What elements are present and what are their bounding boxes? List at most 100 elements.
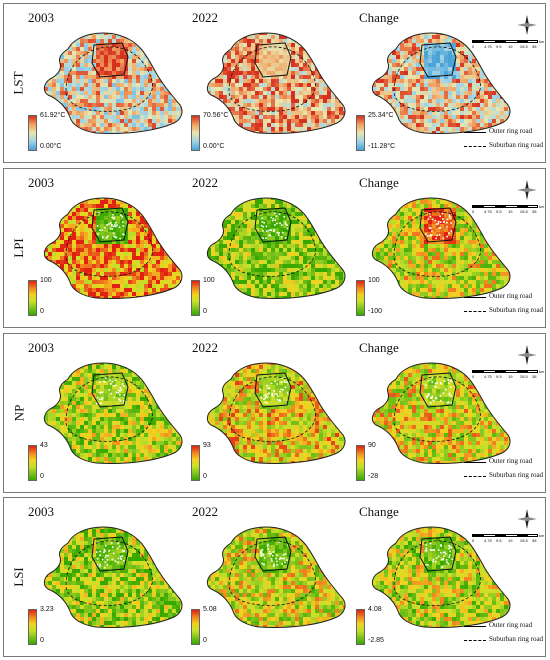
road-legend-label: Suburban ring road	[489, 471, 544, 479]
scale-tick-label: 38	[532, 209, 537, 214]
color-legend: 43 0	[28, 442, 88, 492]
outer-ring-road	[254, 207, 292, 243]
suburban-ring-road	[65, 376, 153, 442]
road-legend-row: Suburban ring road	[464, 471, 545, 483]
scale-tick-label: 28.5	[520, 44, 528, 49]
suburban-ring-road	[393, 540, 481, 606]
row-label-text: LST	[11, 71, 26, 95]
road-legend: Outer ring road Suburban ring road	[464, 457, 545, 489]
legend-gradient-bar	[191, 280, 200, 316]
legend-max-label: 4.08	[368, 606, 382, 613]
scale-tick-label: 28.5	[520, 209, 528, 214]
road-legend-label: Suburban ring road	[489, 635, 544, 643]
scale-tick-label: 0	[472, 44, 475, 49]
road-legend-label: Suburban ring road	[489, 141, 544, 149]
map-title: 2022	[192, 504, 218, 519]
city-boundary	[43, 32, 183, 134]
raster-map	[371, 526, 511, 628]
road-legend: Outer ring road Suburban ring road	[464, 292, 545, 324]
scale-tick-label: 4.75	[484, 209, 492, 214]
scale-bar-segments	[472, 370, 538, 373]
map-title: 2003	[28, 10, 54, 25]
color-legend: 100 0	[28, 277, 88, 327]
suburban-ring-road	[393, 46, 481, 112]
road-legend-label: Outer ring road	[489, 621, 533, 629]
legend-max-label: 5.08	[203, 606, 217, 613]
scale-bar: 0 4.75 9.5 19 28.5 38 km	[472, 533, 545, 546]
scale-tick-label: 28.5	[520, 374, 528, 379]
suburban-ring-road	[65, 46, 153, 112]
scale-tick-label: 28.5	[520, 538, 528, 543]
map-title: Change	[359, 10, 399, 25]
legend-gradient-bar	[28, 609, 37, 645]
city-boundary	[206, 197, 346, 299]
panel-lsi: LSI 2003 3.23 0 2022 5.08 0 Change 4.08 -2.85 0 4.7…	[3, 497, 546, 657]
color-legend: 61.92°C 0.00°C	[28, 112, 88, 162]
scale-tick-label: 4.75	[484, 44, 492, 49]
legend-gradient-bar	[28, 445, 37, 481]
raster-map	[206, 197, 346, 299]
city-boundary	[371, 362, 511, 464]
raster-map	[371, 197, 511, 299]
map-title: 2003	[28, 175, 54, 190]
legend-min-label: -11.28°C	[368, 143, 396, 150]
map-title: Change	[359, 340, 399, 355]
map-title: 2022	[192, 340, 218, 355]
solid-line-swatch	[464, 297, 486, 298]
raster-map	[371, 362, 511, 464]
urban-core-speckle	[424, 377, 454, 404]
city-boundary	[43, 362, 183, 464]
legend-min-label: -100	[368, 308, 383, 315]
suburban-ring-road	[228, 540, 316, 606]
scale-tick-label: 38	[532, 538, 537, 543]
road-legend: Outer ring road Suburban ring road	[464, 621, 545, 653]
scale-tick-label: 0	[472, 209, 475, 214]
raster-map	[43, 526, 183, 628]
outer-ring-road	[419, 207, 457, 243]
legend-max-label: 25.34°C	[368, 112, 394, 119]
row-label-text: NP	[11, 404, 26, 422]
suburban-ring-road	[228, 211, 316, 277]
scale-tick-label: 38	[532, 44, 537, 49]
city-boundary	[43, 197, 183, 299]
color-legend: 93 0	[191, 442, 251, 492]
map-title: 2003	[28, 340, 54, 355]
legend-min-label: 0.00°C	[40, 143, 62, 150]
urban-core-speckle	[96, 541, 125, 569]
legend-max-label: 3.23	[40, 606, 54, 613]
panel-lpi: LPI 2003 100 0 2022 100 0 Change 100 -100 0 4.75 9.5…	[3, 168, 546, 328]
legend-gradient-bar	[356, 115, 365, 151]
road-legend-row: Outer ring road	[464, 292, 545, 304]
legend-max-label: 70.56°C	[203, 112, 229, 119]
scale-tick-label: 19	[508, 209, 513, 214]
suburban-ring-road	[393, 211, 481, 277]
outer-ring-road	[91, 207, 129, 243]
color-legend: 70.56°C 0.00°C	[191, 112, 251, 162]
scale-tick-label: 19	[508, 44, 513, 49]
raster-map	[43, 32, 183, 134]
legend-max-label: 100	[203, 277, 215, 284]
dashed-line-swatch	[464, 146, 486, 147]
road-legend-row: Outer ring road	[464, 127, 545, 139]
urban-core-speckle	[96, 377, 126, 405]
legend-min-label: 0	[203, 637, 207, 644]
map-title: Change	[359, 504, 399, 519]
urban-core-speckle	[259, 541, 289, 568]
legend-max-label: 61.92°C	[40, 112, 66, 119]
urban-core-speckle	[424, 542, 453, 569]
road-legend-row: Suburban ring road	[464, 635, 545, 647]
solid-line-swatch	[464, 132, 486, 133]
city-boundary	[371, 526, 511, 628]
scale-tick-label: 0	[472, 374, 475, 379]
color-legend: 100 0	[191, 277, 251, 327]
suburban-ring-road	[65, 211, 153, 277]
solid-line-swatch	[464, 462, 486, 463]
scale-tick-label: 4.75	[484, 374, 492, 379]
suburban-ring-road	[228, 376, 316, 442]
scale-tick-label: 9.5	[496, 209, 502, 214]
north-arrow-icon	[517, 345, 537, 365]
legend-gradient-bar	[356, 280, 365, 316]
scale-tick-label: 38	[532, 374, 537, 379]
legend-gradient-bar	[28, 115, 37, 151]
